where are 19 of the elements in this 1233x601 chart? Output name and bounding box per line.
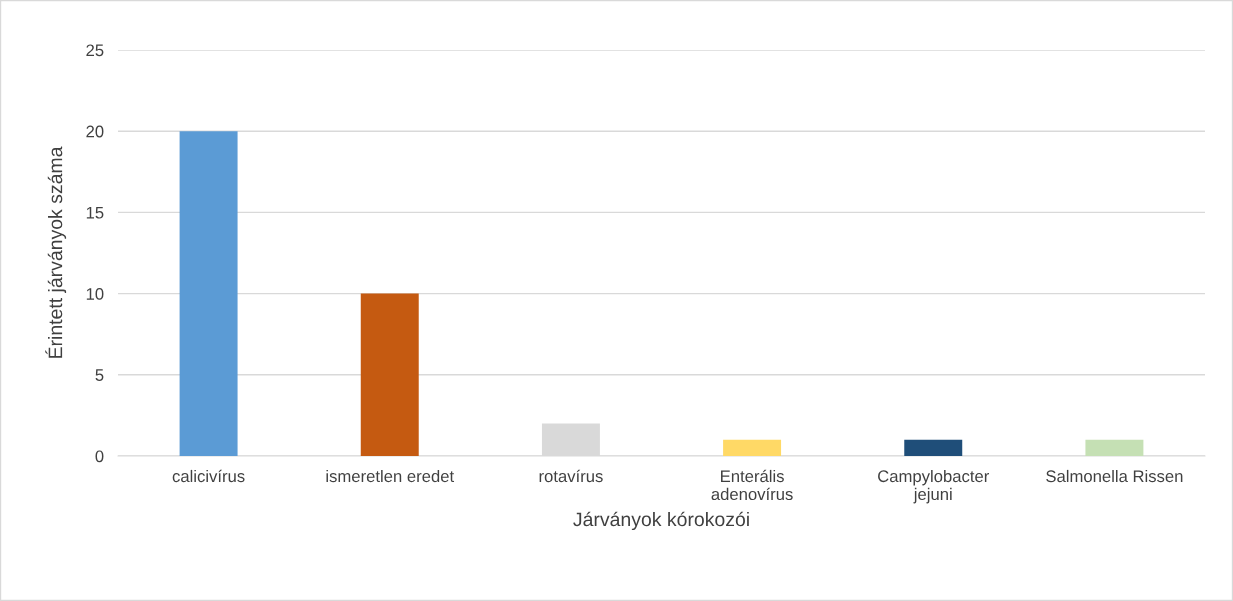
x-tick-label: rotavírus: [539, 469, 603, 483]
y-tick-label: 20: [86, 125, 104, 138]
x-axis-title: Járványok kórokozói: [573, 511, 749, 531]
bar: [723, 439, 782, 456]
y-tick-label: 0: [95, 450, 104, 463]
y-tick-label: 15: [86, 206, 104, 219]
y-axis-title: Érintett járványok száma: [45, 146, 67, 358]
x-tick-label: calicivírus: [172, 469, 245, 483]
x-tick-label: Salmonella Rissen: [1046, 469, 1183, 483]
bar: [179, 131, 238, 456]
bar: [360, 293, 419, 456]
y-tick-label: 5: [95, 369, 104, 381]
x-tick-label: ismeretlen eredet: [326, 469, 455, 483]
y-tick-label: 10: [86, 288, 104, 300]
y-tick-label: 25: [86, 44, 104, 57]
bar: [904, 439, 963, 456]
x-tick-label: Enterális adenovírus: [711, 469, 793, 501]
x-tick-label: Campylobacter jejuni: [878, 469, 990, 504]
bar: [1085, 439, 1144, 456]
